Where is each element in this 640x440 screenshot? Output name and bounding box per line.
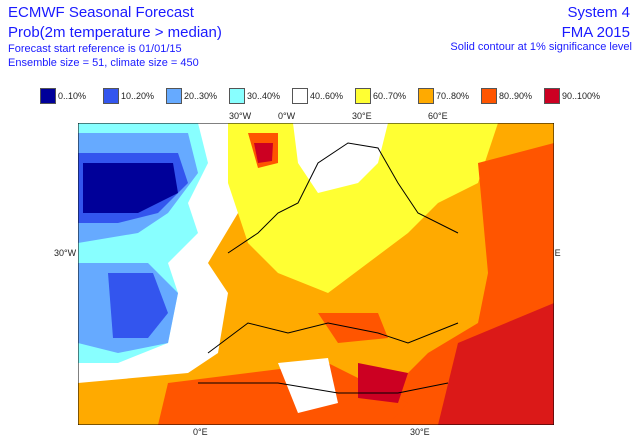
axis-label-left: 30°W xyxy=(54,248,77,258)
period-label: FMA 2015 xyxy=(561,24,630,41)
legend-item: 10..20% xyxy=(103,88,166,104)
legend-item: 80..90% xyxy=(481,88,544,104)
axis-label-bottom: 0°E xyxy=(193,427,208,437)
legend-item: 0..10% xyxy=(40,88,103,104)
axis-label-top: 0°W xyxy=(278,111,296,121)
axis-label-top: 30°E xyxy=(352,111,372,121)
probability-map xyxy=(78,123,554,425)
title: ECMWF Seasonal Forecast xyxy=(8,4,194,21)
legend-item: 30..40% xyxy=(229,88,292,104)
axis-label-top: 60°E xyxy=(428,111,448,121)
axis-label-top: 30°W xyxy=(229,111,252,121)
legend-item: 70..80% xyxy=(418,88,481,104)
legend-item: 60..70% xyxy=(355,88,418,104)
legend-item: 90..100% xyxy=(544,88,607,104)
subtitle: Prob(2m temperature > median) xyxy=(8,24,222,41)
contour-note: Solid contour at 1% significance level xyxy=(450,41,632,53)
ensemble-info: Ensemble size = 51, climate size = 450 xyxy=(8,57,199,69)
legend-item: 20..30% xyxy=(166,88,229,104)
axis-label-bottom: 30°E xyxy=(410,427,430,437)
legend-item: 40..60% xyxy=(292,88,355,104)
start-reference: Forecast start reference is 01/01/15 xyxy=(8,43,182,55)
legend: 0..10% 10..20% 20..30% 30..40% 40..60% 6… xyxy=(40,88,607,104)
system-label: System 4 xyxy=(567,4,630,21)
